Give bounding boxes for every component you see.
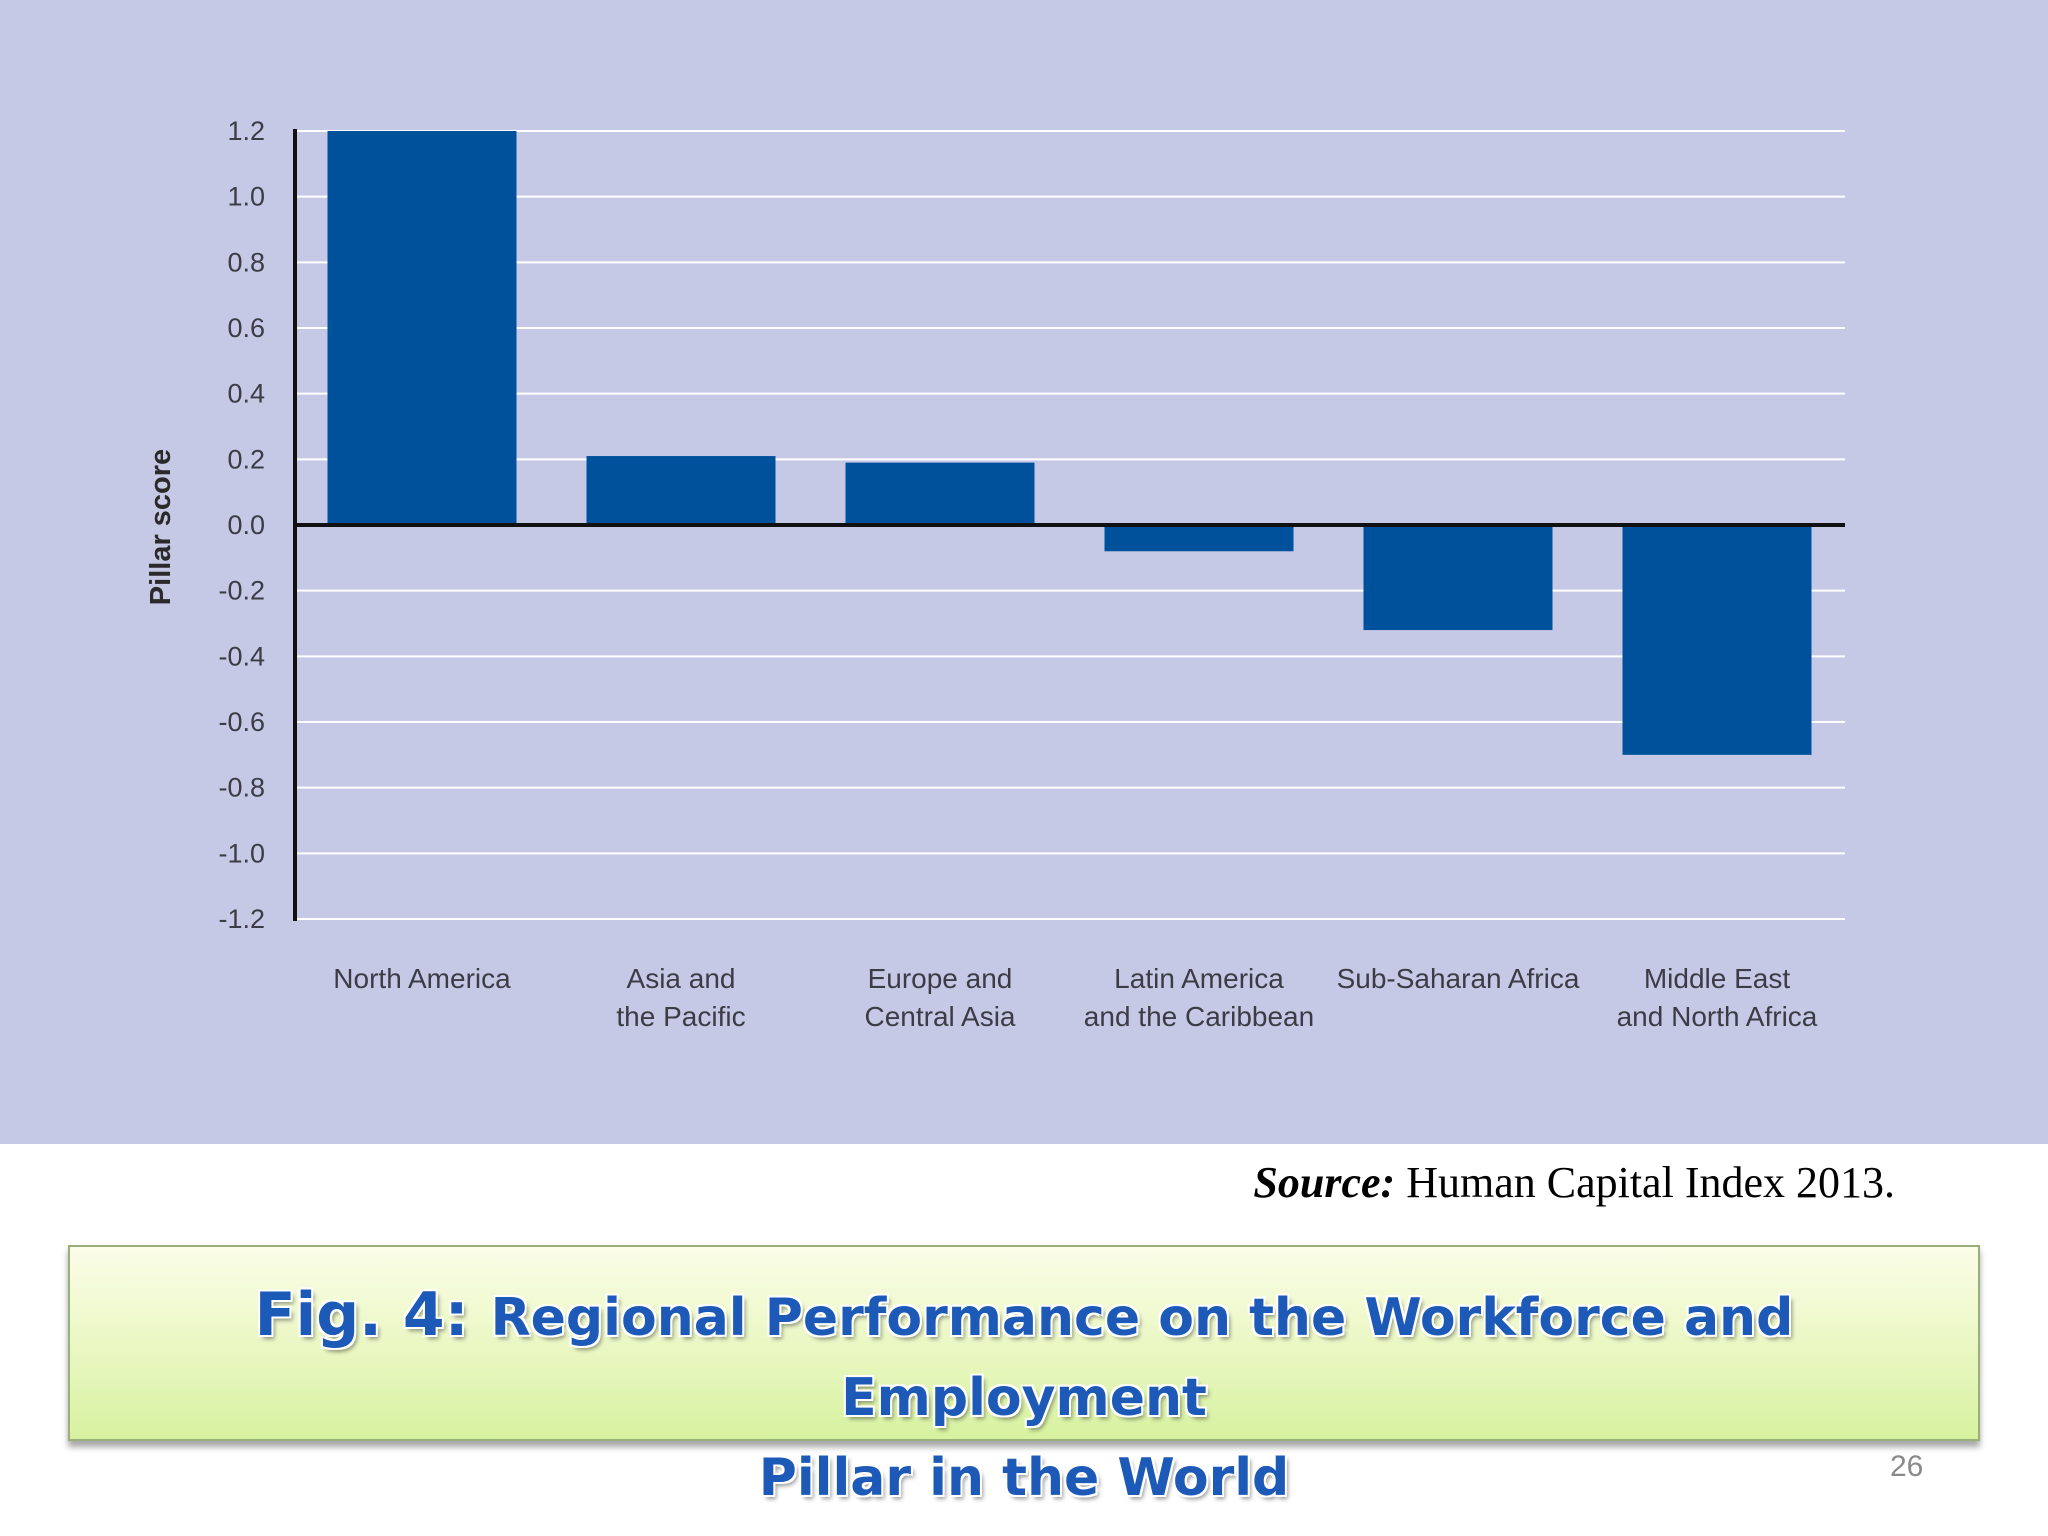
y-tick-label: 1.0 [227, 182, 265, 212]
category-label: North America [333, 963, 511, 994]
category-label: Asia and [627, 963, 736, 994]
category-label: and North Africa [1617, 1001, 1818, 1032]
category-label: and the Caribbean [1084, 1001, 1314, 1032]
bar-chart: 1.2 1.0 0.8 0.6 0.4 0.2 0.0 -0.2 -0.4 -0.6 -0.8 -1.… [145, 116, 1845, 1032]
figure-caption-box: Fig. 4: Regional Performance on the Workf… [68, 1245, 1980, 1508]
page-number: 26 [1890, 1450, 1924, 1483]
caption-line-1: Fig. 4: Regional Performance on the Workf… [70, 1275, 1978, 1438]
y-tick-label: 0.6 [227, 313, 265, 343]
y-tick-labels: 1.2 1.0 0.8 0.6 0.4 0.2 0.0 -0.2 -0.4 -0.6 -0.8 -1.… [218, 116, 265, 934]
chart-panel: 1.2 1.0 0.8 0.6 0.4 0.2 0.0 -0.2 -0.4 -0.6 -0.8 -1.… [0, 0, 2048, 1144]
figure-caption: Fig. 4: Regional Performance on the Workf… [70, 1275, 1978, 1518]
bar [327, 131, 517, 525]
category-label: Sub-Saharan Africa [1337, 963, 1580, 994]
y-tick-label: -0.6 [218, 707, 265, 737]
category-label: Middle East [1644, 963, 1791, 994]
caption-title-line-1: Regional Performance on the Workforce an… [490, 1288, 1794, 1428]
category-labels: North America Asia and the Pacific Europe a… [333, 963, 1818, 1032]
axes [293, 129, 1845, 921]
bar [586, 456, 776, 525]
figure-number: Fig. 4: [254, 1280, 469, 1350]
y-tick-label: 0.0 [227, 510, 265, 540]
y-tick-label: 0.4 [227, 379, 265, 409]
bar [1363, 525, 1553, 631]
grid-lines [295, 130, 1845, 920]
y-tick-label: -0.8 [218, 773, 265, 803]
bars [327, 131, 1812, 755]
y-tick-label: -0.4 [218, 641, 265, 671]
bar [1104, 525, 1294, 552]
y-tick-label: -1.0 [218, 838, 265, 868]
y-tick-label: 1.2 [227, 116, 265, 146]
bar [1622, 525, 1812, 755]
source-note: Source: Human Capital Index 2013. [1253, 1157, 1895, 1208]
source-text: Human Capital Index 2013. [1395, 1158, 1895, 1207]
y-axis-label: Pillar score [145, 449, 177, 605]
category-label: Central Asia [865, 1001, 1016, 1032]
y-tick-label: -0.2 [218, 576, 265, 606]
y-tick-label: 0.2 [227, 444, 265, 474]
y-tick-label: 0.8 [227, 247, 265, 277]
caption-title-line-2: Pillar in the World [758, 1448, 1290, 1508]
category-label: the Pacific [616, 1001, 745, 1032]
category-label: Latin America [1114, 963, 1284, 994]
category-label: Europe and [868, 963, 1013, 994]
source-label: Source: [1253, 1158, 1396, 1207]
y-tick-label: -1.2 [218, 904, 265, 934]
bar [845, 462, 1035, 525]
